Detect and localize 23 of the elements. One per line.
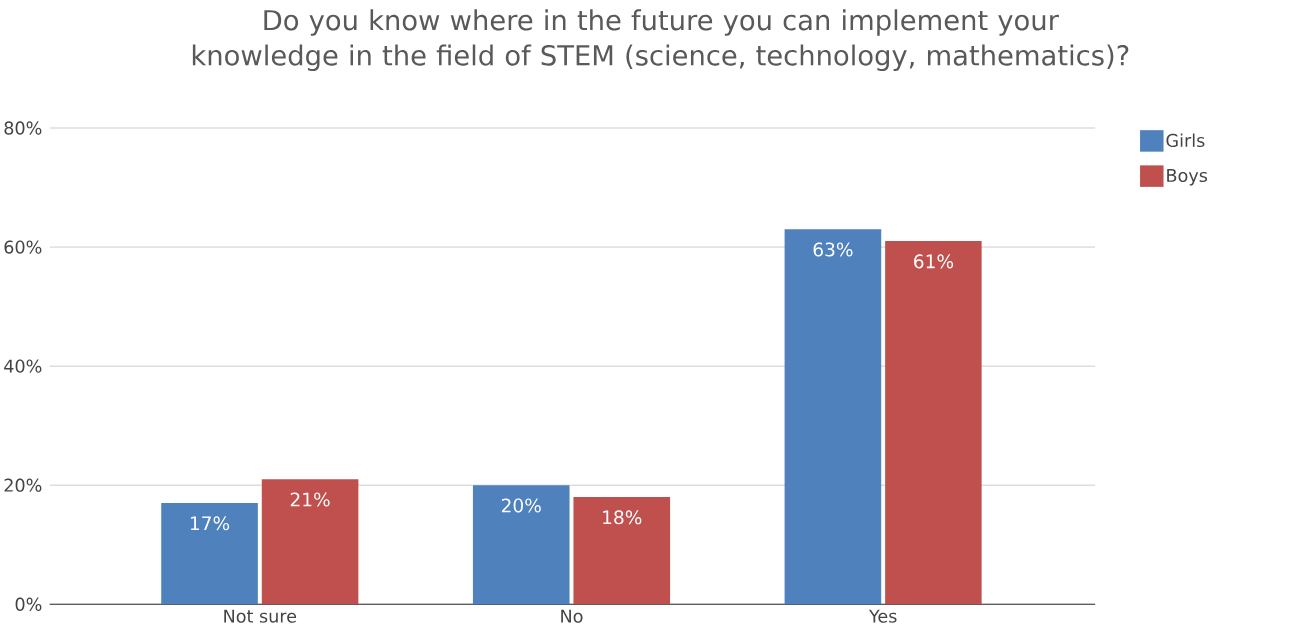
y-tick-label: 0% [15,597,42,611]
data-label: 18% [603,510,642,525]
data-label: 61% [914,254,954,269]
data-label: 17% [190,516,230,531]
data-label: 63% [813,242,853,257]
bar [784,229,882,605]
bar [472,485,570,605]
data-label: 21% [290,492,330,507]
legend-label: Boys [1167,168,1208,186]
legend-label: Girls [1166,133,1205,148]
y-tick-label: 80% [4,121,42,135]
bar [161,503,258,605]
x-tick-label: Not sure [224,609,297,623]
bar [261,479,359,605]
chart-title: Do you know where in the future you can implement your knowledge in the field of STEM (science, technology, mathematics)? [192,9,1129,72]
x-tick-label: Yes [868,609,897,623]
x-tick-label: No [561,609,583,623]
y-tick-label: 20% [4,478,42,492]
bar [885,241,982,605]
y-tick-label: 60% [4,240,42,254]
bar [573,497,671,605]
y-tick-label: 40% [4,359,42,373]
data-label: 20% [501,498,541,513]
